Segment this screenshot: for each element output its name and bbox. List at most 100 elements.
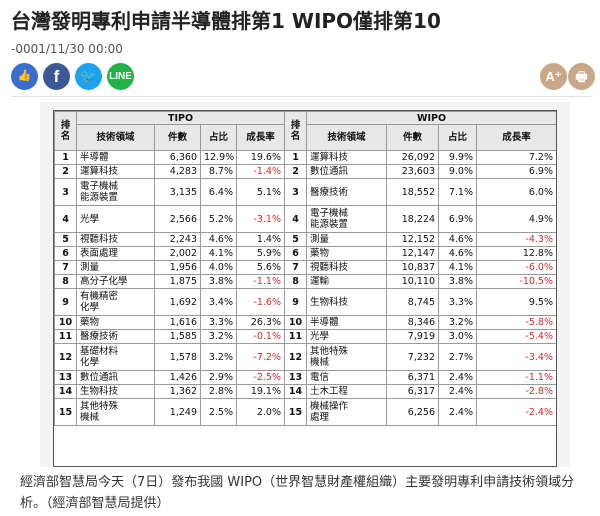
field-cell-tipo: 高分子化學 [76, 274, 155, 289]
growth-cell-tipo: 1.4% [236, 232, 285, 247]
field-cell-wipo: 其他特殊 機械 [306, 343, 387, 371]
divider [11, 96, 591, 97]
share-cell-wipo: 2.7% [438, 343, 477, 371]
image-caption: 經濟部智慧局今天（7日）發布我國 WIPO（世界智慧財產權組織）主要發明專利申請… [20, 475, 575, 511]
field-cell-tipo: 數位通訊 [76, 370, 155, 385]
twitter-share-icon[interactable]: 🐦 [75, 63, 102, 90]
facebook-share-icon[interactable]: f [43, 63, 70, 90]
count-cell-tipo: 6,360 [154, 150, 201, 165]
growth-cell-tipo: 2.0% [236, 398, 285, 426]
field-cell-tipo: 其他特殊 機械 [76, 398, 155, 426]
count-cell-tipo: 2,566 [154, 205, 201, 233]
rank-cell-wipo: 12 [284, 343, 307, 371]
count-cell-wipo: 12,147 [386, 246, 439, 261]
table-row: 13 數位通訊 1,426 2.9% -2.5% 13 電信 6,371 2.4% -1.1% [54, 370, 556, 385]
growth-cell-wipo: -5.4% [476, 329, 556, 344]
count-cell-tipo: 1,578 [154, 343, 201, 371]
publish-date: -0001/11/30 00:00 [11, 42, 123, 56]
field-cell-tipo: 電子機械 能源裝置 [76, 178, 155, 206]
like-share-icon[interactable]: 👍 [11, 63, 38, 90]
count-cell-wipo: 7,232 [386, 343, 439, 371]
share-cell-tipo: 5.2% [200, 205, 237, 233]
growth-header-tipo: 成長率 [236, 124, 285, 151]
field-header-wipo: 技術領域 [306, 124, 387, 151]
rank-cell-wipo: 11 [284, 329, 307, 344]
field-cell-wipo: 土木工程 [306, 384, 387, 399]
rank-cell-tipo: 13 [54, 370, 77, 385]
growth-cell-wipo: 4.9% [476, 205, 556, 233]
tipo-group-header: TIPO [76, 111, 285, 125]
field-cell-wipo: 電信 [306, 370, 387, 385]
field-header-tipo: 技術領域 [76, 124, 155, 151]
count-cell-wipo: 6,256 [386, 398, 439, 426]
field-cell-tipo: 運算科技 [76, 164, 155, 179]
growth-cell-wipo: -5.8% [476, 315, 556, 330]
share-cell-wipo: 2.4% [438, 398, 477, 426]
share-cell-wipo: 3.2% [438, 315, 477, 330]
rank-cell-wipo: 14 [284, 384, 307, 399]
patent-ranking-table: 排名 TIPO 排名 WIPO 技術領域 件數 占比 成長率 技術領域 件數 占… [54, 111, 556, 426]
rank-cell-wipo: 6 [284, 246, 307, 261]
field-cell-tipo: 醫療技術 [76, 329, 155, 344]
growth-cell-tipo: -1.1% [236, 274, 285, 289]
field-cell-tipo: 半導體 [76, 150, 155, 165]
count-cell-wipo: 26,092 [386, 150, 439, 165]
rank-cell-wipo: 5 [284, 232, 307, 247]
table-row: 8 高分子化學 1,875 3.8% -1.1% 8 運輸 10,110 3.8% -10.5% [54, 274, 556, 289]
share-cell-wipo: 3.3% [438, 288, 477, 316]
rank-cell-wipo: 4 [284, 205, 307, 233]
growth-cell-wipo: 6.9% [476, 164, 556, 179]
growth-cell-tipo: -3.1% [236, 205, 285, 233]
count-cell-tipo: 1,249 [154, 398, 201, 426]
growth-cell-wipo: -6.0% [476, 260, 556, 275]
table-row: 4 光學 2,566 5.2% -3.1% 4 電子機械 能源裝置 18,224 6.9% 4.9% [54, 205, 556, 233]
growth-cell-tipo: -1.4% [236, 164, 285, 179]
share-cell-tipo: 6.4% [200, 178, 237, 206]
field-cell-tipo: 藥物 [76, 315, 155, 330]
growth-cell-tipo: -0.1% [236, 329, 285, 344]
print-icon[interactable]: 🖶 [568, 63, 595, 90]
table-row: 12 基礎材料 化學 1,578 3.2% -7.2% 12 其他特殊 機械 7,232 2.7% -… [54, 343, 556, 371]
field-cell-wipo: 數位通訊 [306, 164, 387, 179]
share-cell-tipo: 4.1% [200, 246, 237, 261]
share-cell-wipo: 4.6% [438, 246, 477, 261]
count-cell-tipo: 1,956 [154, 260, 201, 275]
share-cell-tipo: 3.2% [200, 343, 237, 371]
table-body: 1 半導體 6,360 12.9% 19.6% 1 運算科技 26,092 9.9% 7.2% 2 運… [54, 150, 556, 426]
rank-cell-tipo: 5 [54, 232, 77, 247]
rank-cell-tipo: 7 [54, 260, 77, 275]
count-cell-wipo: 18,224 [386, 205, 439, 233]
growth-cell-wipo: -10.5% [476, 274, 556, 289]
field-cell-wipo: 測量 [306, 232, 387, 247]
growth-cell-wipo: -1.1% [476, 370, 556, 385]
count-cell-wipo: 23,603 [386, 164, 439, 179]
growth-cell-wipo: -2.4% [476, 398, 556, 426]
share-cell-wipo: 9.0% [438, 164, 477, 179]
share-cell-tipo: 2.5% [200, 398, 237, 426]
field-cell-wipo: 醫療技術 [306, 178, 387, 206]
share-header-wipo: 占比 [438, 124, 477, 151]
count-cell-tipo: 1,426 [154, 370, 201, 385]
growth-cell-tipo: 5.6% [236, 260, 285, 275]
line-share-icon[interactable]: LINE [107, 63, 134, 90]
font-size-icon[interactable]: A⁺ [540, 63, 567, 90]
count-cell-tipo: 2,243 [154, 232, 201, 247]
field-cell-tipo: 視聽科技 [76, 232, 155, 247]
rank-cell-wipo: 15 [284, 398, 307, 426]
count-cell-tipo: 3,135 [154, 178, 201, 206]
growth-cell-wipo: -3.4% [476, 343, 556, 371]
count-cell-wipo: 8,346 [386, 315, 439, 330]
rank-cell-wipo: 8 [284, 274, 307, 289]
field-cell-tipo: 基礎材料 化學 [76, 343, 155, 371]
rank-cell-tipo: 3 [54, 178, 77, 206]
share-cell-wipo: 9.9% [438, 150, 477, 165]
wipo-group-header: WIPO [306, 111, 556, 125]
count-cell-wipo: 12,152 [386, 232, 439, 247]
share-header-tipo: 占比 [200, 124, 237, 151]
count-cell-wipo: 8,745 [386, 288, 439, 316]
table-row: 2 運算科技 4,283 8.7% -1.4% 2 數位通訊 23,603 9.0% 6.9% [54, 164, 556, 179]
field-cell-wipo: 光學 [306, 329, 387, 344]
share-cell-tipo: 12.9% [200, 150, 237, 165]
share-cell-wipo: 2.4% [438, 370, 477, 385]
table-row: 1 半導體 6,360 12.9% 19.6% 1 運算科技 26,092 9.9% 7.2% [54, 150, 556, 165]
